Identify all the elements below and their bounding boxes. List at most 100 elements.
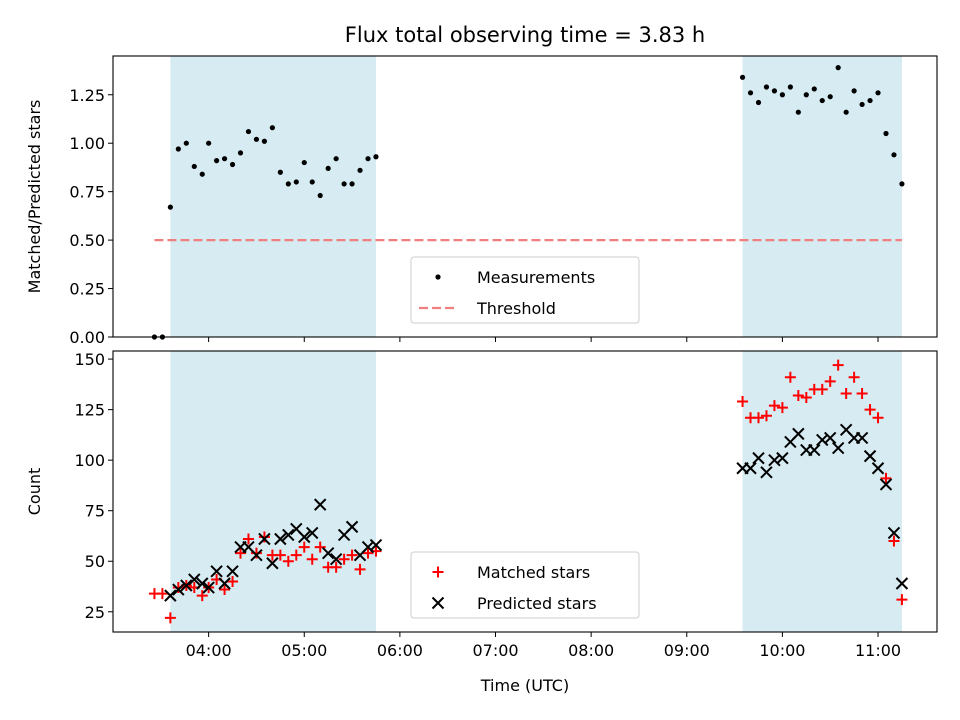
predicted-stars-point: [808, 443, 821, 457]
matched-stars-point: [172, 582, 184, 594]
measurements-point: [253, 136, 260, 142]
y-tick-label: 100: [74, 451, 105, 470]
y-tick-label: 0.50: [69, 231, 105, 250]
y-tick-label: 0.25: [69, 280, 105, 299]
measurements-legend-label: Measurements: [477, 268, 595, 287]
measurements-point: [349, 181, 355, 187]
matched-stars-point: [242, 533, 254, 545]
measurements-point: [357, 167, 363, 173]
measurements-point: [787, 84, 793, 90]
measurements-point: [261, 138, 268, 144]
measurements-point: [167, 204, 173, 210]
predicted-stars-point: [274, 532, 287, 546]
predicted-stars-point: [196, 577, 209, 590]
bottom-panel-count: 25 50 75 100 125 150 04:00 05:00 06:00 07:00 08:00…: [25, 350, 938, 660]
predicted-stars-point: [250, 548, 263, 562]
measurements-point: [341, 181, 347, 187]
y-tick-label: 1.25: [69, 86, 105, 105]
measurements-point: [183, 140, 189, 146]
measurements-point: [899, 181, 905, 187]
predicted-stars-point: [306, 526, 319, 540]
y-tick-label: 150: [74, 350, 105, 369]
predicted-stars-point: [164, 589, 177, 602]
predicted-stars-point: [831, 441, 845, 455]
matched-stars-point: [737, 396, 749, 408]
measurements-point: [325, 165, 331, 171]
measurements-point: [221, 156, 228, 162]
predicted-stars-point: [744, 462, 757, 475]
measurements-point: [245, 128, 252, 135]
measurements-point: [763, 84, 770, 90]
matched-stars-point: [832, 359, 844, 371]
y-tick-label: 0.00: [69, 328, 105, 347]
measurements-point: [213, 158, 220, 164]
predicted-stars-point: [282, 528, 295, 542]
predicted-stars-point: [792, 427, 805, 441]
predicted-stars-point: [776, 451, 789, 465]
matched-stars-point: [290, 549, 302, 561]
axes-frame: [112, 55, 938, 338]
matched-stars-point: [354, 563, 366, 575]
predicted-stars-point: [863, 449, 877, 463]
measurements-point: [175, 146, 181, 152]
top-panel-ratio: 0.00 0.25 0.50 0.75 1.00 1.25 Matched/Predicte…: [25, 55, 938, 347]
matched-stars-point: [880, 472, 892, 484]
x-axis-label: Time (UTC): [480, 676, 569, 695]
matched-stars-point: [792, 389, 804, 401]
predicted-stars-legend-label: Predicted stars: [477, 594, 597, 613]
y-tick-label: 0.75: [69, 183, 105, 202]
matched-stars-point: [872, 412, 884, 424]
matched-stars-point: [800, 391, 812, 403]
matched-stars-point: [346, 549, 358, 561]
measurements-point: [883, 130, 889, 137]
matched-stars-point: [888, 535, 900, 547]
matched-stars-point: [864, 404, 876, 416]
matched-stars-point: [362, 547, 374, 559]
measurements-point: [819, 97, 825, 104]
predicted-stars-point: [180, 579, 193, 592]
matched-stars-point: [235, 547, 247, 559]
predicted-stars-point: [313, 498, 327, 511]
predicted-stars-point: [266, 557, 279, 570]
matched-stars-point: [314, 541, 326, 553]
y-tick-label: 125: [74, 401, 105, 420]
measurements-point: [859, 101, 865, 108]
predicted-stars-point: [202, 581, 215, 594]
predicted-stars-point: [172, 583, 185, 596]
y-tick-label: 25: [85, 603, 105, 622]
measurements-point: [827, 94, 833, 100]
measurements-point: [365, 156, 371, 162]
matched-stars-point: [338, 553, 350, 565]
matched-stars-point: [848, 371, 860, 383]
measurements-point: [843, 109, 849, 115]
y-axis-label: Count: [25, 468, 44, 516]
measurements-point: [779, 92, 786, 98]
measurements-point: [309, 179, 315, 185]
predicted-stars-point: [218, 577, 231, 590]
matched-stars-point: [752, 412, 764, 424]
measurements-point: [269, 125, 275, 131]
predicted-stars-point: [258, 532, 271, 546]
predicted-stars-point: [369, 538, 383, 552]
matched-stars-point: [768, 400, 780, 412]
matched-stars-point: [896, 594, 908, 606]
measurements-point: [747, 90, 754, 96]
legend-box: [410, 551, 640, 619]
matched-stars-point: [760, 410, 772, 422]
matched-stars-point: [784, 371, 796, 383]
predicted-stars-point: [855, 431, 869, 445]
legend-box: [410, 256, 640, 324]
predicted-stars-point: [226, 565, 239, 578]
matched-stars-point: [196, 590, 208, 602]
measurements-point: [333, 156, 339, 162]
predicted-stars-point: [210, 565, 223, 578]
shaded-interval: [170, 56, 376, 337]
matched-stars-point: [227, 575, 239, 587]
predicted-stars-legend-swatch: [431, 596, 445, 610]
threshold-legend-label: Threshold: [476, 299, 556, 318]
predicted-stars-point: [329, 553, 343, 566]
matched-stars-point: [306, 553, 318, 565]
x-tick-label: 08:00: [568, 641, 614, 660]
matched-stars-point: [840, 387, 852, 399]
measurements-point: [206, 140, 212, 146]
